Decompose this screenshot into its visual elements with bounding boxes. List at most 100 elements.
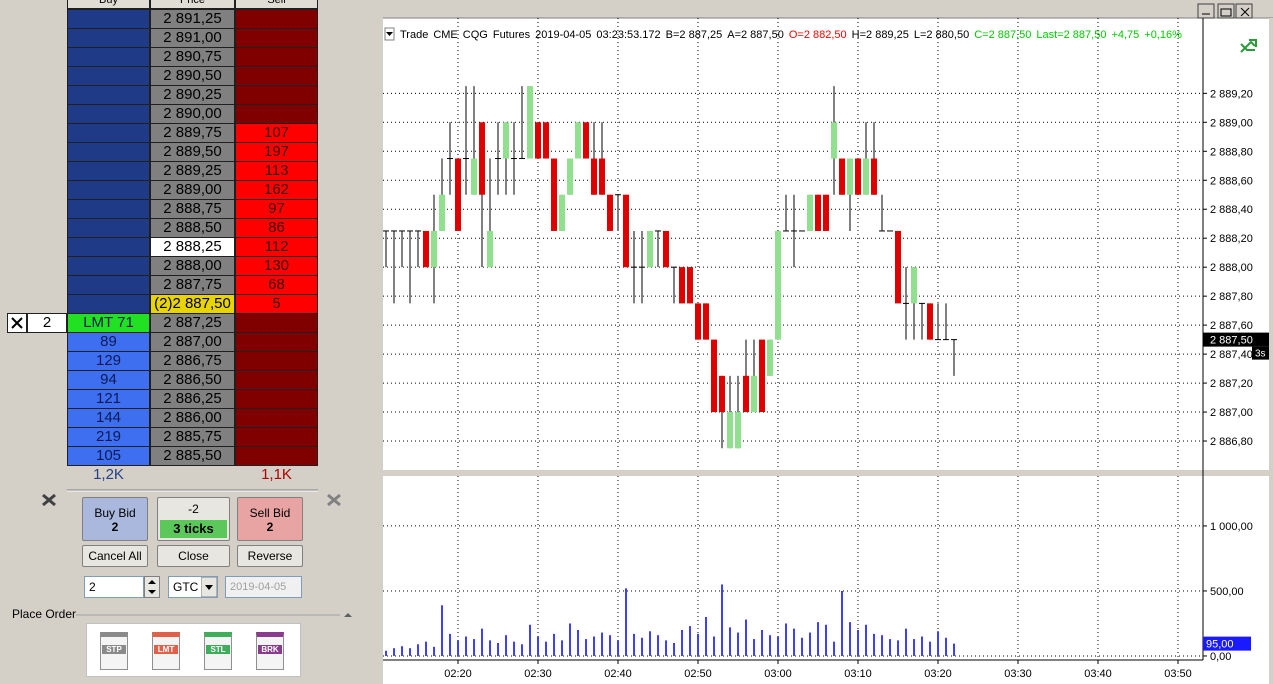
order-type-icon[interactable]: LMT [152, 632, 180, 670]
buy-cell[interactable]: 105 [67, 446, 150, 466]
sell-cell[interactable] [235, 66, 318, 86]
candle-body [911, 267, 917, 304]
close-icon[interactable] [42, 493, 56, 507]
buy-cell[interactable]: LMT 71 [67, 313, 150, 333]
price-cell[interactable]: 2 886,50 [150, 370, 235, 390]
buy-cell[interactable] [67, 47, 150, 67]
price-cell[interactable]: 2 887,25 [150, 313, 235, 333]
order-type-icon[interactable]: STL [204, 632, 232, 670]
sell-cell[interactable] [235, 47, 318, 67]
price-cell[interactable]: 2 890,25 [150, 85, 235, 105]
sell-cell[interactable]: 112 [235, 237, 318, 257]
candle-body [871, 158, 877, 195]
buy-cell[interactable]: 89 [67, 332, 150, 352]
candle-body [575, 122, 581, 159]
buy-cell[interactable] [67, 123, 150, 143]
buy-cell[interactable] [67, 104, 150, 124]
buy-cell[interactable] [67, 218, 150, 238]
buy-bid-button[interactable]: Buy Bid 2 [82, 497, 148, 541]
price-cell[interactable]: 2 888,00 [150, 256, 235, 276]
sell-cell[interactable]: 97 [235, 199, 318, 219]
buy-cell[interactable] [67, 28, 150, 48]
sell-cell[interactable]: 86 [235, 218, 318, 238]
order-type-icon[interactable]: STP [100, 632, 128, 670]
buy-cell[interactable] [67, 142, 150, 162]
sell-cell[interactable]: 113 [235, 161, 318, 181]
price-cell[interactable]: 2 891,25 [150, 9, 235, 29]
sell-cell[interactable]: 197 [235, 142, 318, 162]
buy-cell[interactable] [67, 237, 150, 257]
order-type-icon[interactable]: BRK [256, 632, 284, 670]
sell-cell[interactable] [235, 370, 318, 390]
sell-cell[interactable] [235, 313, 318, 333]
sell-cell[interactable] [235, 389, 318, 409]
buy-cell[interactable] [67, 161, 150, 181]
quantity-input[interactable]: 2 [84, 576, 144, 598]
dropdown-arrow[interactable] [201, 577, 217, 597]
sell-cell[interactable]: 5 [235, 294, 318, 314]
buy-cell[interactable] [67, 256, 150, 276]
price-cell[interactable]: 2 889,75 [150, 123, 235, 143]
candle-body [535, 122, 541, 159]
sell-cell[interactable] [235, 446, 318, 466]
cancel-order[interactable] [7, 313, 27, 333]
buy-cell[interactable]: 94 [67, 370, 150, 390]
price-cell[interactable]: 2 885,75 [150, 427, 235, 447]
sell-cell[interactable] [235, 28, 318, 48]
buy-cell[interactable] [67, 199, 150, 219]
sell-cell[interactable] [235, 332, 318, 352]
sell-cell[interactable]: 162 [235, 180, 318, 200]
buy-cell[interactable]: 129 [67, 351, 150, 371]
offset-box[interactable]: -2 3 ticks [157, 497, 230, 541]
sell-cell[interactable]: 130 [235, 256, 318, 276]
sell-bid-button[interactable]: Sell Bid 2 [237, 497, 303, 541]
order-qty[interactable]: 2 [27, 313, 67, 333]
price-cell[interactable]: 2 890,75 [150, 47, 235, 67]
reverse-button[interactable]: Reverse [237, 545, 303, 567]
price-cell[interactable]: 2 888,50 [150, 218, 235, 238]
price-cell[interactable]: (2)2 887,50 [150, 294, 235, 314]
cancel-all-button[interactable]: Cancel All [82, 545, 148, 567]
price-cell[interactable]: 2 889,00 [150, 180, 235, 200]
buy-cell[interactable]: 219 [67, 427, 150, 447]
price-cell[interactable]: 2 889,50 [150, 142, 235, 162]
buy-cell[interactable] [67, 66, 150, 86]
price-cell[interactable]: 2 889,25 [150, 161, 235, 181]
candle-body [823, 194, 829, 231]
window-button[interactable] [1197, 3, 1215, 19]
price-cell[interactable]: 2 888,25 [150, 237, 235, 257]
price-cell[interactable]: 2 888,75 [150, 199, 235, 219]
sell-cell[interactable] [235, 408, 318, 428]
buy-cell[interactable] [67, 180, 150, 200]
buy-cell[interactable] [67, 9, 150, 29]
info-line: Trade CME CQG Futures 2019-04-05 03:23:53.172… [400, 29, 1182, 41]
sell-cell[interactable]: 68 [235, 275, 318, 295]
sell-cell[interactable] [235, 104, 318, 124]
price-cell[interactable]: 2 886,25 [150, 389, 235, 409]
buy-cell[interactable] [67, 294, 150, 314]
dom-panel: Buy Price Sell 2 891,25 2 891,00 2 890,75 2 89… [0, 0, 383, 684]
window-button[interactable] [1217, 3, 1235, 19]
price-cell[interactable]: 2 886,00 [150, 408, 235, 428]
spin-buttons[interactable] [144, 576, 164, 598]
close-button[interactable]: Close [157, 545, 230, 567]
buy-cell[interactable]: 144 [67, 408, 150, 428]
price-cell[interactable]: 2 886,75 [150, 351, 235, 371]
price-cell[interactable]: 2 890,50 [150, 66, 235, 86]
buy-cell[interactable] [67, 85, 150, 105]
price-cell[interactable]: 2 885,50 [150, 446, 235, 466]
price-cell[interactable]: 2 887,75 [150, 275, 235, 295]
price-cell[interactable]: 2 890,00 [150, 104, 235, 124]
price-cell[interactable]: 2 891,00 [150, 28, 235, 48]
buy-cell[interactable] [67, 275, 150, 295]
sell-total: 1,1K [261, 466, 292, 483]
sell-cell[interactable]: 107 [235, 123, 318, 143]
sell-cell[interactable] [235, 427, 318, 447]
close-icon[interactable] [327, 493, 341, 507]
sell-cell[interactable] [235, 9, 318, 29]
buy-cell[interactable]: 121 [67, 389, 150, 409]
y-tick-label: 2 888,20 [1210, 233, 1253, 245]
price-cell[interactable]: 2 887,00 [150, 332, 235, 352]
sell-cell[interactable] [235, 351, 318, 371]
sell-cell[interactable] [235, 85, 318, 105]
